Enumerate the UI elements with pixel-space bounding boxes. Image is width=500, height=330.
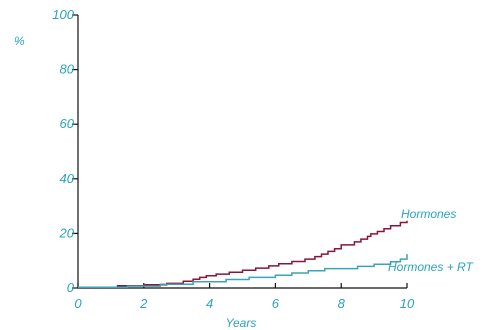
y-axis-ticks: 0 20 40 60 80 100 <box>52 7 78 295</box>
x-tick-label-10: 10 <box>400 296 415 311</box>
series-line-hormones-rt <box>78 254 408 288</box>
series-lines <box>78 220 408 288</box>
x-tick-label-0: 0 <box>74 296 82 311</box>
x-tick-label-2: 2 <box>139 296 148 311</box>
y-tick-label-20: 20 <box>59 225 75 240</box>
y-tick-label-40: 40 <box>60 171 75 186</box>
x-axis-ticks: 0 2 4 6 8 10 <box>74 283 415 311</box>
x-axis-label: Years <box>226 316 257 330</box>
y-axis-label: % <box>14 34 25 48</box>
series-label-hormones: Hormones <box>401 207 456 221</box>
x-tick-label-6: 6 <box>272 296 280 311</box>
series-line-hormones <box>78 220 408 288</box>
x-tick-label-4: 4 <box>206 296 213 311</box>
y-tick-label-100: 100 <box>52 7 74 22</box>
series-label-hormones-rt: Hormones + RT <box>388 260 474 274</box>
y-tick-label-0: 0 <box>67 280 75 295</box>
y-tick-label-80: 80 <box>60 62 75 77</box>
x-tick-label-8: 8 <box>338 296 346 311</box>
y-tick-label-60: 60 <box>60 116 75 131</box>
